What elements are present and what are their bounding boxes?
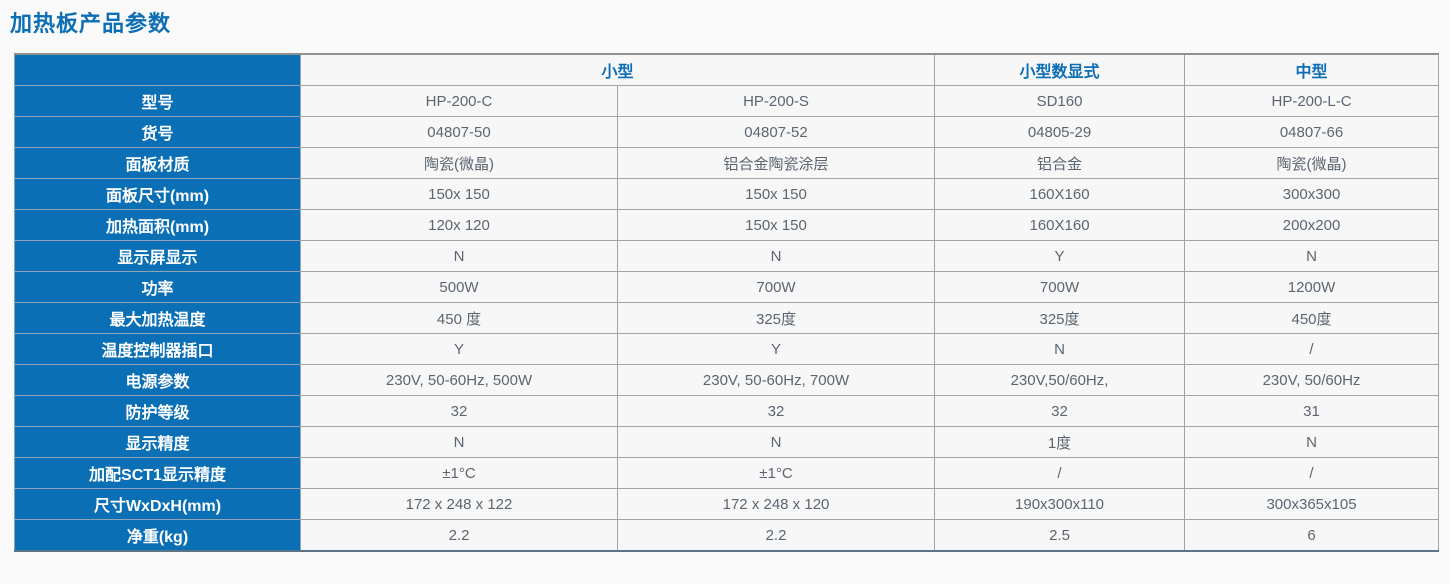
table-cell: 325度 bbox=[934, 302, 1186, 334]
row-header: 加配SCT1显示精度 bbox=[14, 457, 301, 489]
table-cell: 160X160 bbox=[934, 209, 1186, 241]
table-cell: 200x200 bbox=[1184, 209, 1440, 241]
row-header: 最大加热温度 bbox=[14, 302, 301, 334]
table-row: 面板材质 陶瓷(微晶) 铝合金陶瓷涂层 铝合金 陶瓷(微晶) bbox=[14, 147, 1440, 179]
table-row: 防护等级 32 32 32 31 bbox=[14, 395, 1440, 427]
table-cell: 160X160 bbox=[934, 178, 1186, 210]
table-row: 货号 04807-50 04807-52 04805-29 04807-66 bbox=[14, 116, 1440, 148]
table-cell: 172 x 248 x 122 bbox=[300, 488, 618, 520]
table-row: 净重(kg) 2.2 2.2 2.5 6 bbox=[14, 519, 1440, 552]
table-cell: / bbox=[1184, 457, 1440, 489]
table-row: 显示精度 N N 1度 N bbox=[14, 426, 1440, 458]
table-cell: 190x300x110 bbox=[934, 488, 1186, 520]
table-cell: Y bbox=[934, 240, 1186, 272]
table-cell: 1度 bbox=[934, 426, 1186, 458]
column-group-small: 小型 bbox=[299, 53, 936, 86]
table-cell: 230V, 50/60Hz bbox=[1184, 364, 1440, 396]
table-cell: 150x 150 bbox=[616, 178, 936, 210]
row-header: 面板尺寸(mm) bbox=[14, 178, 301, 210]
table-cell: N bbox=[300, 426, 618, 458]
row-header: 显示屏显示 bbox=[14, 240, 301, 272]
table-cell: 1200W bbox=[1184, 271, 1440, 303]
table-cell: ±1°C bbox=[300, 457, 618, 489]
table-cell: 300x300 bbox=[1184, 178, 1440, 210]
table-cell: 150x 150 bbox=[616, 209, 936, 241]
table-cell: 陶瓷(微晶) bbox=[1184, 147, 1440, 179]
table-cell: 6 bbox=[1184, 519, 1440, 552]
column-group-header-row: 小型 小型数显式 中型 bbox=[14, 53, 1440, 86]
table-cell: N bbox=[300, 240, 618, 272]
table-cell: N bbox=[1184, 240, 1440, 272]
table-cell: N bbox=[616, 426, 936, 458]
row-header: 电源参数 bbox=[14, 364, 301, 396]
table-cell: 120x 120 bbox=[300, 209, 618, 241]
table-cell: SD160 bbox=[934, 85, 1186, 117]
table-cell: / bbox=[1184, 333, 1440, 365]
table-cell: 铝合金陶瓷涂层 bbox=[616, 147, 936, 179]
table-cell: ±1°C bbox=[616, 457, 936, 489]
table-cell: 2.2 bbox=[616, 519, 936, 552]
product-spec-table: 小型 小型数显式 中型 型号 HP-200-C HP-200-S SD160 HP-20… bbox=[14, 53, 1440, 552]
table-row: 加热面积(mm) 120x 120 150x 150 160X160 200x200 bbox=[14, 209, 1440, 241]
table-cell: 230V, 50-60Hz, 700W bbox=[616, 364, 936, 396]
table-row: 型号 HP-200-C HP-200-S SD160 HP-200-L-C bbox=[14, 85, 1440, 117]
table-cell: 2.2 bbox=[300, 519, 618, 552]
table-cell: 230V, 50-60Hz, 500W bbox=[300, 364, 618, 396]
column-group-small-digital: 小型数显式 bbox=[934, 53, 1186, 86]
table-cell: 32 bbox=[300, 395, 618, 427]
table-cell: / bbox=[934, 457, 1186, 489]
table-cell: 31 bbox=[1184, 395, 1440, 427]
column-group-medium: 中型 bbox=[1184, 53, 1440, 86]
table-row: 加配SCT1显示精度 ±1°C ±1°C / / bbox=[14, 457, 1440, 489]
table-cell: N bbox=[1184, 426, 1440, 458]
table-cell: 700W bbox=[616, 271, 936, 303]
table-cell: 04805-29 bbox=[934, 116, 1186, 148]
table-row: 面板尺寸(mm) 150x 150 150x 150 160X160 300x300 bbox=[14, 178, 1440, 210]
table-cell: 铝合金 bbox=[934, 147, 1186, 179]
table-cell: 230V,50/60Hz, bbox=[934, 364, 1186, 396]
table-row: 最大加热温度 450 度 325度 325度 450度 bbox=[14, 302, 1440, 334]
table-cell: 04807-50 bbox=[300, 116, 618, 148]
table-cell: 32 bbox=[616, 395, 936, 427]
table-cell: 32 bbox=[934, 395, 1186, 427]
row-header: 型号 bbox=[14, 85, 301, 117]
row-header: 防护等级 bbox=[14, 395, 301, 427]
table-cell: HP-200-S bbox=[616, 85, 936, 117]
table-cell: 325度 bbox=[616, 302, 936, 334]
table-cell: 04807-52 bbox=[616, 116, 936, 148]
table-cell: 150x 150 bbox=[300, 178, 618, 210]
table-row: 尺寸WxDxH(mm) 172 x 248 x 122 172 x 248 x 12… bbox=[14, 488, 1440, 520]
row-header: 尺寸WxDxH(mm) bbox=[14, 488, 301, 520]
table-cell: 2.5 bbox=[934, 519, 1186, 552]
table-row: 电源参数 230V, 50-60Hz, 500W 230V, 50-60Hz, 70… bbox=[14, 364, 1440, 396]
table-row: 温度控制器插口 Y Y N / bbox=[14, 333, 1440, 365]
corner-cell bbox=[14, 53, 301, 86]
table-cell: HP-200-C bbox=[300, 85, 618, 117]
table-cell: Y bbox=[300, 333, 618, 365]
table-cell: N bbox=[616, 240, 936, 272]
row-header: 加热面积(mm) bbox=[14, 209, 301, 241]
row-header: 货号 bbox=[14, 116, 301, 148]
table-cell: 700W bbox=[934, 271, 1186, 303]
table-cell: N bbox=[934, 333, 1186, 365]
table-row: 显示屏显示 N N Y N bbox=[14, 240, 1440, 272]
table-cell: 172 x 248 x 120 bbox=[616, 488, 936, 520]
table-cell: 500W bbox=[300, 271, 618, 303]
table-cell: Y bbox=[616, 333, 936, 365]
row-header: 面板材质 bbox=[14, 147, 301, 179]
row-header: 显示精度 bbox=[14, 426, 301, 458]
table-cell: 300x365x105 bbox=[1184, 488, 1440, 520]
table-cell: 450 度 bbox=[300, 302, 618, 334]
row-header: 温度控制器插口 bbox=[14, 333, 301, 365]
table-row: 功率 500W 700W 700W 1200W bbox=[14, 271, 1440, 303]
table-cell: HP-200-L-C bbox=[1184, 85, 1440, 117]
table-cell: 04807-66 bbox=[1184, 116, 1440, 148]
table-cell: 陶瓷(微晶) bbox=[300, 147, 618, 179]
table-cell: 450度 bbox=[1184, 302, 1440, 334]
row-header: 功率 bbox=[14, 271, 301, 303]
page-title: 加热板产品参数 bbox=[10, 11, 172, 36]
row-header: 净重(kg) bbox=[14, 519, 301, 552]
table-body: 型号 HP-200-C HP-200-S SD160 HP-200-L-C 货号 04807… bbox=[14, 85, 1440, 552]
